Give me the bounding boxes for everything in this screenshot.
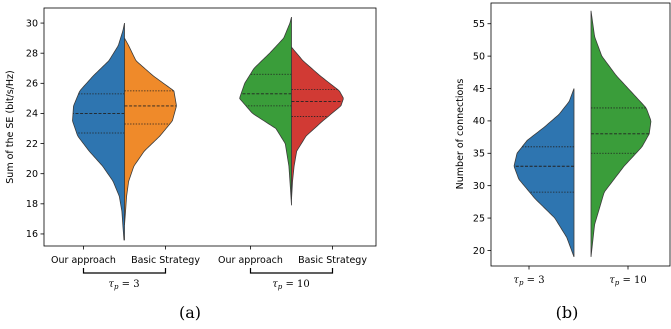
a-y-tick-label: 30: [26, 18, 38, 29]
b-y-tick-label: 45: [473, 84, 485, 95]
a-y-tick-label: 20: [26, 169, 38, 180]
b-x-tick-label: τp = 10: [609, 275, 647, 287]
a-violin-1: [124, 37, 177, 225]
a-y-tick-label: 26: [26, 79, 38, 90]
x-ticks-a: Our approach Basic Strategy Our approach Ba…: [51, 246, 367, 266]
b-violin-0: [513, 88, 575, 258]
group-bracket-1: [82, 268, 167, 274]
plot-frame-a: [43, 7, 377, 247]
y-ticks-a: 16 18 20 22 24 26 28 30: [26, 18, 44, 240]
violins-a: [72, 16, 344, 241]
a-y-tick-label: 28: [26, 48, 38, 59]
a-violin-3: [291, 46, 344, 200]
b-y-tick-label: 40: [473, 116, 485, 127]
a-x-tick-label: Our approach: [51, 255, 116, 266]
a-x-tick-label: Basic Strategy: [131, 255, 200, 266]
a-x-tick-label: Our approach: [218, 255, 283, 266]
panel-b: 20 25 30 35 40 45 50 55 τp = 3 τp = 10 Number of…: [455, 2, 671, 322]
a-x-tick-label: Basic Strategy: [298, 255, 367, 266]
a-y-tick-label: 16: [26, 229, 38, 240]
a-y-tick-label: 22: [26, 139, 38, 150]
y-axis-label-b: Number of connections: [455, 79, 466, 190]
b-x-tick-label: τp = 3: [513, 275, 544, 287]
violins-b: [513, 10, 652, 258]
b-y-tick-label: 25: [473, 213, 485, 224]
b-y-tick-label: 20: [473, 246, 485, 257]
caption-a: (a): [179, 303, 201, 322]
caption-b: (b): [556, 303, 579, 322]
panel-a: 16 18 20 22 24 26 28 30 Our approach Basic Strat…: [5, 7, 377, 322]
plot-frame-b: [490, 2, 671, 267]
a-violin-2: [239, 16, 292, 206]
a-y-tick-label: 24: [26, 109, 38, 120]
x-ticks-b: τp = 3 τp = 10: [513, 266, 647, 287]
group-label-2: τp = 10: [272, 279, 310, 291]
group-label-1: τp = 3: [108, 279, 139, 291]
y-ticks-b: 20 25 30 35 40 45 50 55: [473, 19, 491, 257]
a-y-tick-label: 18: [26, 199, 38, 210]
b-y-tick-label: 50: [473, 51, 485, 62]
y-axis-label-a: Sum of the SE (bit/s/Hz): [5, 70, 16, 183]
b-y-tick-label: 55: [473, 19, 485, 30]
b-y-tick-label: 30: [473, 181, 485, 192]
b-y-tick-label: 35: [473, 149, 485, 160]
group-bracket-2: [249, 268, 334, 274]
a-violin-0: [72, 22, 125, 241]
